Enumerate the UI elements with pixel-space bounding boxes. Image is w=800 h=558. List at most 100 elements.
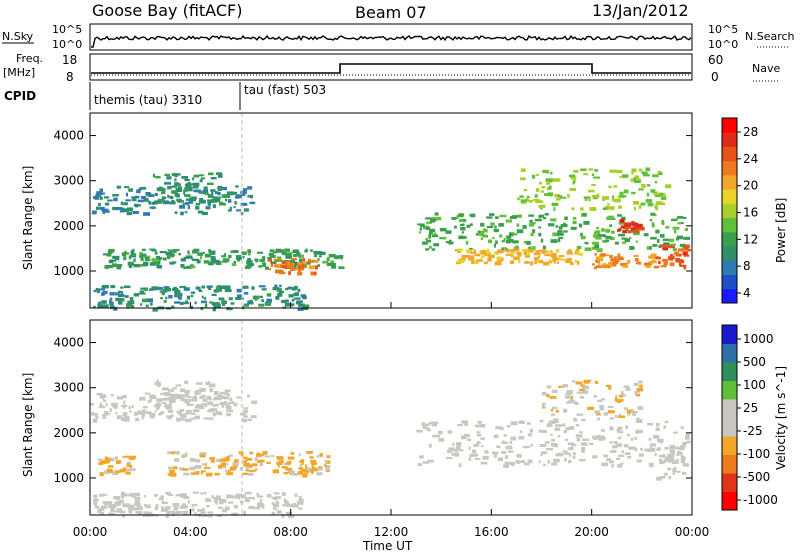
power-cell	[297, 269, 301, 272]
power-cell	[528, 223, 534, 227]
velocity-cell	[474, 457, 481, 460]
velocity-cell	[680, 459, 685, 464]
power-cell	[686, 248, 691, 252]
power-cell	[485, 254, 490, 257]
power-cell	[613, 185, 618, 188]
power-cell	[608, 206, 615, 210]
power-cell	[555, 248, 560, 253]
velocity-cell	[245, 469, 249, 472]
velocity-cell	[108, 513, 115, 516]
power-cell	[106, 264, 114, 269]
power-cell	[204, 303, 208, 308]
velocity-cell	[628, 446, 636, 450]
velocity-cell	[155, 402, 162, 406]
power-cell	[188, 200, 194, 204]
power-cell	[247, 300, 250, 305]
velocity-cell	[541, 419, 544, 423]
power-cell	[131, 253, 137, 256]
power-cell	[568, 249, 572, 253]
power-cell	[577, 252, 584, 256]
power-cell	[618, 205, 622, 209]
power-cell	[426, 221, 432, 224]
power-cell	[136, 264, 143, 267]
power-cell	[461, 254, 468, 258]
power-cell	[683, 254, 690, 257]
velocity-cell	[134, 496, 141, 500]
power-cell	[677, 215, 684, 219]
velocity-cell	[432, 421, 439, 424]
power-cell	[228, 254, 232, 259]
power-cell	[475, 233, 480, 236]
power-cell	[631, 171, 634, 175]
velocity-cell	[172, 387, 177, 390]
power-cell	[133, 293, 140, 297]
velocity-cell	[234, 494, 240, 499]
power-colorbar-tick-label: 8	[743, 259, 751, 273]
velocity-cell	[107, 505, 113, 508]
power-cell	[487, 239, 492, 244]
power-cell	[156, 187, 161, 191]
power-cell	[622, 264, 629, 268]
velocity-cell	[422, 425, 427, 429]
power-cell	[285, 255, 292, 259]
velocity-cell	[142, 514, 149, 517]
velocity-cell	[161, 500, 164, 504]
velocity-cell	[227, 469, 231, 473]
velocity-cell	[167, 389, 174, 392]
velocity-cell	[165, 515, 169, 518]
power-cell	[633, 232, 640, 236]
power-cell	[429, 228, 436, 233]
power-cell	[93, 289, 96, 293]
velocity-cell	[136, 506, 143, 510]
velocity-cell	[159, 411, 165, 414]
velocity-cell	[171, 451, 175, 455]
velocity-cell	[594, 380, 599, 384]
velocity-ytick-label: 4000	[53, 336, 84, 350]
power-cell	[219, 297, 225, 301]
power-cell	[513, 246, 520, 251]
velocity-cell	[101, 493, 108, 496]
velocity-cell	[311, 470, 314, 475]
velocity-cell	[234, 504, 238, 509]
velocity-cell	[480, 445, 484, 448]
power-cell	[635, 223, 643, 228]
velocity-cell	[538, 429, 544, 433]
velocity-cell	[169, 399, 176, 403]
velocity-cell	[291, 504, 299, 508]
power-cell	[131, 198, 137, 202]
power-cell	[124, 186, 130, 189]
velocity-cell	[153, 494, 158, 497]
power-cell	[272, 287, 280, 291]
power-cell	[204, 192, 209, 196]
velocity-cell	[659, 460, 665, 465]
power-cell	[534, 194, 538, 198]
velocity-cell	[568, 399, 576, 404]
power-cell	[460, 224, 465, 227]
power-cell	[614, 241, 619, 245]
velocity-cell	[141, 409, 147, 412]
power-cell	[154, 193, 158, 196]
power-cell	[108, 248, 115, 253]
velocity-cell	[638, 453, 642, 457]
velocity-cell	[311, 466, 315, 470]
velocity-colorbar-swatch	[722, 436, 737, 455]
power-cell	[264, 266, 269, 270]
velocity-cell	[179, 409, 182, 413]
velocity-colorbar-tick-label: -500	[743, 470, 770, 484]
velocity-cell	[259, 498, 262, 503]
velocity-cell	[634, 391, 638, 395]
velocity-cell	[196, 509, 203, 512]
velocity-cell	[123, 416, 130, 419]
velocity-cell	[311, 463, 314, 467]
power-cell	[233, 250, 239, 253]
power-cell	[583, 221, 590, 225]
power-cell	[645, 265, 652, 268]
power-cell	[152, 307, 158, 312]
power-cell	[451, 217, 457, 220]
power-cell	[577, 260, 580, 265]
power-cell	[526, 253, 529, 256]
power-cell	[422, 241, 428, 245]
velocity-cell	[600, 429, 605, 432]
power-cell	[680, 221, 684, 225]
velocity-cell	[662, 453, 665, 458]
